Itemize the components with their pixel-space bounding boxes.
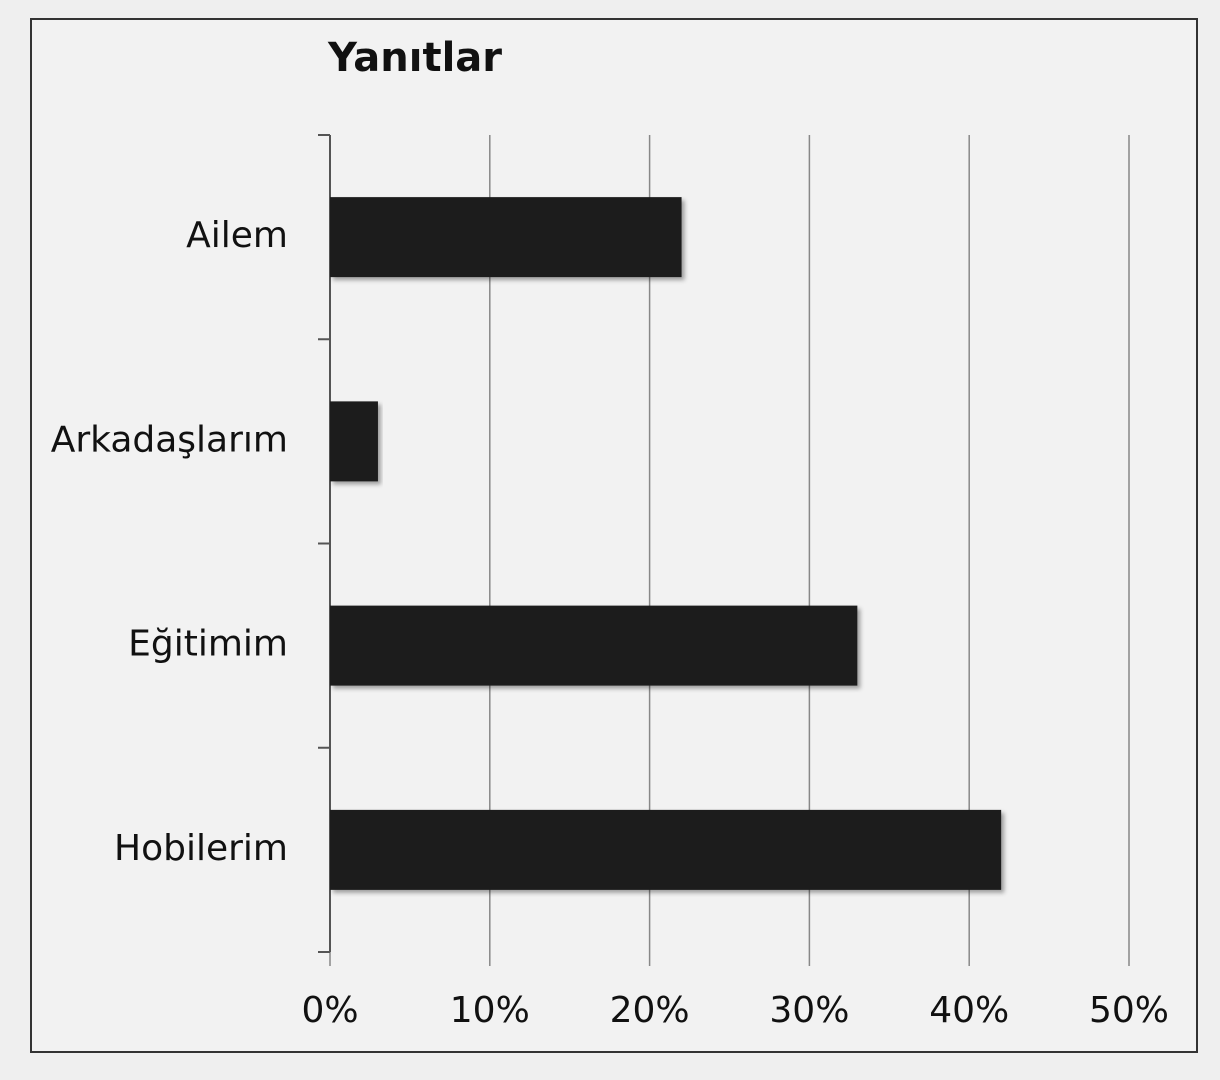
bar xyxy=(330,197,682,278)
x-tick-label: 10% xyxy=(450,990,530,1031)
chart-title: Yanıtlar xyxy=(327,35,502,81)
y-tick-label: Eğitimim xyxy=(128,624,288,665)
chart-frame xyxy=(30,18,1198,1053)
y-tick-label: Ailem xyxy=(186,215,288,256)
x-tick-label: 40% xyxy=(929,990,1009,1031)
bar xyxy=(330,605,858,686)
x-tick-label: 20% xyxy=(610,990,690,1031)
bar xyxy=(330,401,378,482)
y-tick-label: Arkadaşlarım xyxy=(51,419,288,460)
bar xyxy=(330,809,1002,890)
x-tick-label: 30% xyxy=(769,990,849,1031)
x-tick-label: 0% xyxy=(301,990,358,1031)
y-tick-label: Hobilerim xyxy=(114,828,288,869)
x-tick-label: 50% xyxy=(1089,990,1169,1031)
